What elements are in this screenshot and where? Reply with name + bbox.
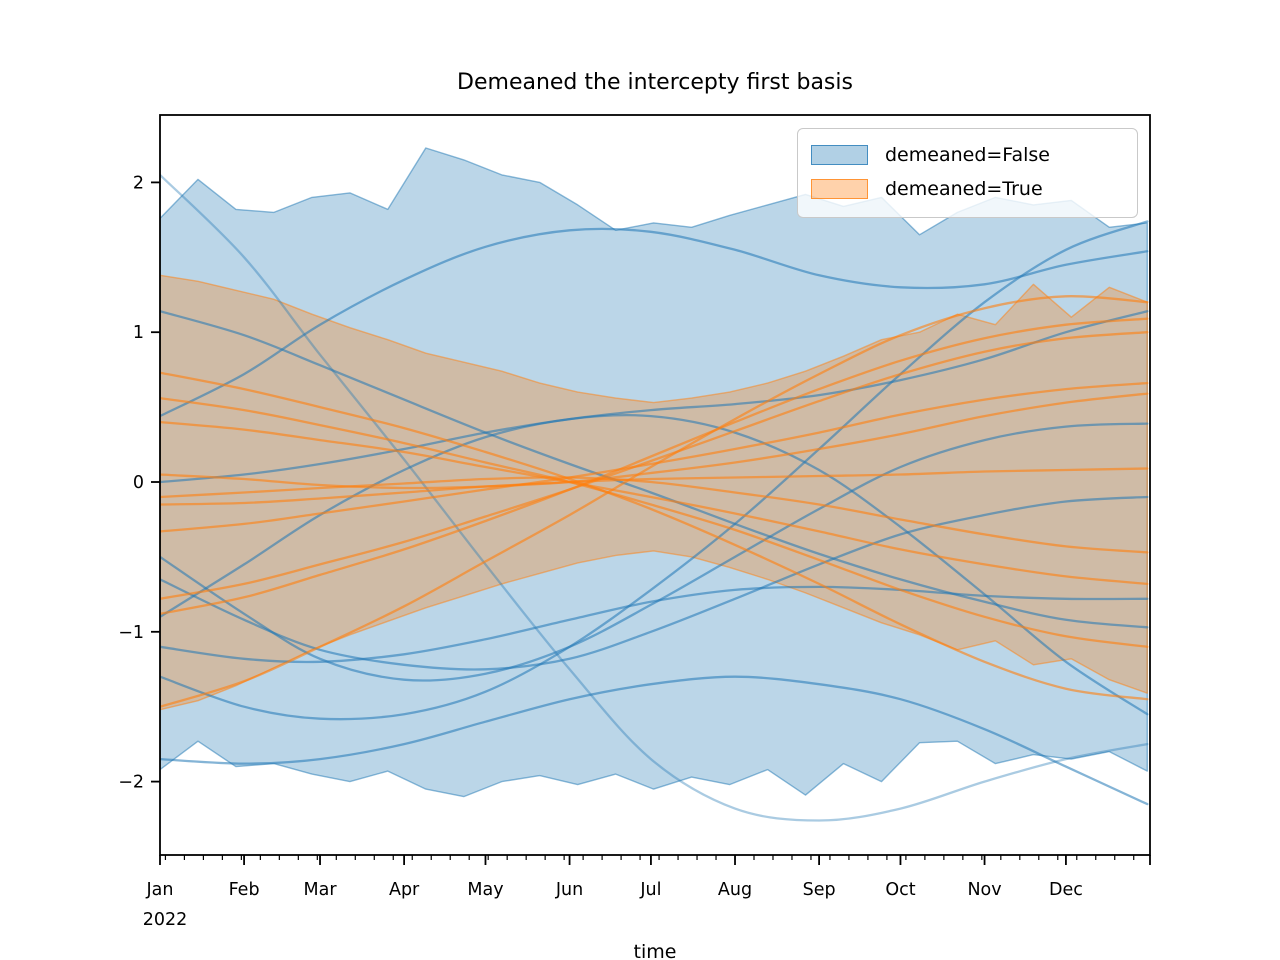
legend-item-demeaned-false: demeaned=False — [811, 140, 1137, 170]
x-tick-label-oct: Oct — [885, 880, 915, 900]
sample-line-false-5 — [160, 495, 1149, 671]
legend-item-demeaned-true: demeaned=True — [811, 174, 1137, 204]
x-tick-label-dec: Dec — [1049, 880, 1083, 900]
sample-line-false-7 — [160, 585, 1149, 664]
sample-line-true-7 — [160, 317, 1149, 615]
legend-label-true: demeaned=True — [885, 178, 1043, 200]
y-tick-label-1: 1 — [133, 323, 144, 343]
x-tick-label-feb: Feb — [229, 880, 260, 900]
sample-line-false-8 — [160, 220, 1149, 721]
x-tick-label-may: May — [467, 880, 503, 900]
x-tick-label-jan: Jan — [146, 880, 174, 900]
x-tick-label-apr: Apr — [389, 880, 420, 900]
sample-line-false-0 — [160, 173, 1149, 822]
x-tick-label-jun: Jun — [555, 880, 583, 900]
x-tick-year-label: 2022 — [143, 910, 188, 930]
x-tick-label-nov: Nov — [967, 880, 1001, 900]
x-tick-label-sep: Sep — [803, 880, 836, 900]
sample-line-false-1 — [160, 310, 1149, 629]
sample-line-false-6 — [160, 413, 1149, 716]
x-axis-label: time — [633, 941, 677, 960]
y-tick-label-2: 2 — [133, 173, 144, 193]
legend-swatch-false-icon — [811, 145, 868, 165]
sample-line-true-9 — [160, 392, 1149, 490]
sample-line-true-2 — [160, 420, 1149, 586]
y-tick-label--2: −2 — [118, 773, 144, 793]
legend: demeaned=False demeaned=True — [797, 128, 1138, 218]
y-tick-label--1: −1 — [118, 623, 144, 643]
legend-label-false: demeaned=False — [885, 144, 1050, 166]
sample-line-true-8 — [160, 295, 1149, 708]
y-tick-label-0: 0 — [133, 473, 144, 493]
sample-line-true-5 — [160, 381, 1149, 533]
plot-border — [159, 114, 1151, 856]
sample-line-true-6 — [160, 331, 1149, 600]
sample-line-false-3 — [160, 310, 1149, 484]
sample-line-true-1 — [160, 396, 1149, 648]
axes: Jan 2022 Feb Mar Apr May Jun Jul Aug Sep Oct Nov Dec… — [118, 114, 1151, 930]
legend-swatch-true-icon — [811, 179, 868, 199]
sample-line-false-4 — [160, 422, 1149, 682]
sample-line-true-4 — [160, 467, 1149, 506]
x-tick-label-jul: Jul — [639, 880, 661, 900]
x-tick-label-mar: Mar — [304, 880, 338, 900]
chart-title: Demeaned the intercepty first basis — [457, 70, 853, 95]
sample-line-true-0 — [160, 371, 1149, 701]
sample-line-true-3 — [160, 476, 1149, 554]
sample-line-false-2 — [160, 227, 1149, 418]
sample-line-false-9 — [160, 675, 1149, 806]
plot-area — [160, 147, 1149, 822]
x-tick-label-aug: Aug — [718, 880, 752, 900]
